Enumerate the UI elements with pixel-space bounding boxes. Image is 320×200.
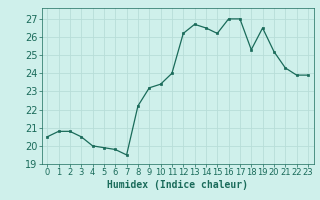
X-axis label: Humidex (Indice chaleur): Humidex (Indice chaleur): [107, 180, 248, 190]
